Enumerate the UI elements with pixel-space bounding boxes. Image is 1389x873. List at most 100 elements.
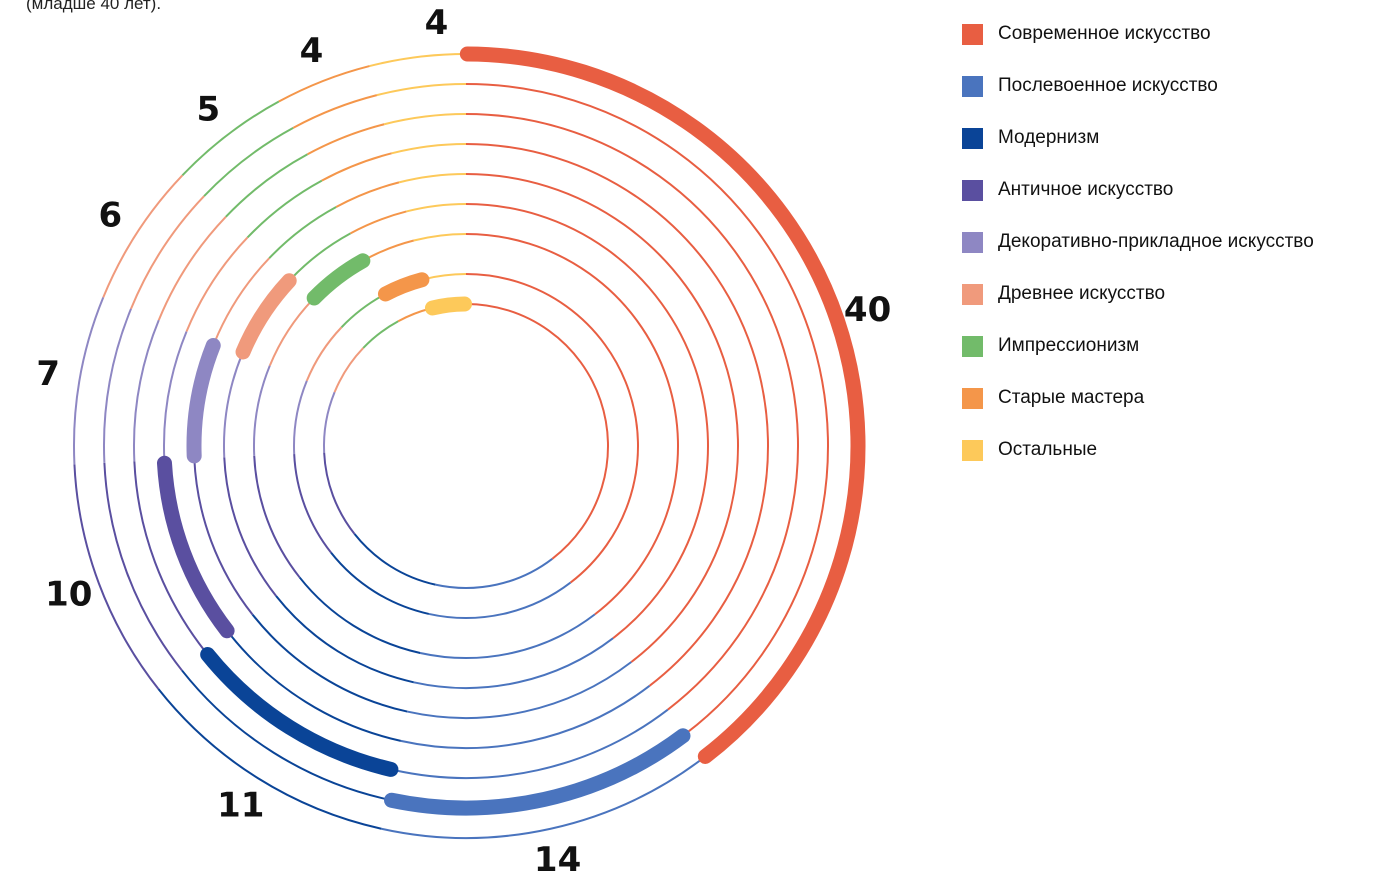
legend-item: Модернизм <box>962 112 1314 164</box>
ring-9-segment-6 <box>333 347 365 393</box>
chart-value-labels: 40 14 11 10 7 6 5 4 4 <box>36 3 891 873</box>
ring-6-segment-5 <box>222 353 243 458</box>
ring-6-segment-9 <box>406 203 467 213</box>
ring-6-segment-3 <box>275 595 414 684</box>
legend-swatch <box>962 127 983 149</box>
ring-4-segment-5 <box>163 331 188 461</box>
legend-label: Современное искусство <box>998 23 1211 44</box>
ring-7-segment-2 <box>419 613 596 659</box>
ring-5-segment-9 <box>398 173 467 184</box>
value-label-series-3: 11 <box>217 785 264 825</box>
chart-bars <box>156 46 866 816</box>
bar-series-6 <box>235 273 297 360</box>
radial-chart: 40 14 11 10 7 6 5 4 4 <box>36 3 891 873</box>
ring-6-segment-8 <box>349 210 407 235</box>
ring-1-segment-6 <box>102 174 184 298</box>
legend-label: Модернизм <box>998 127 1100 148</box>
ring-9-segment-3 <box>353 533 436 586</box>
ring-8-segment-9 <box>423 273 467 281</box>
ring-2-segment-5 <box>102 308 132 463</box>
ring-1-segment-8 <box>278 65 370 103</box>
bar-series-3 <box>200 647 399 777</box>
bar-series-7 <box>306 253 371 306</box>
ring-2-segment-6 <box>130 195 205 310</box>
legend-label: Старые мастера <box>998 387 1145 408</box>
ring-8-segment-7 <box>340 293 385 328</box>
ring-1-segment-4 <box>73 464 160 690</box>
ring-7-segment-4 <box>253 455 301 579</box>
ring-7-segment-1 <box>465 233 679 616</box>
ring-4-segment-6 <box>185 236 249 332</box>
legend-swatch <box>962 23 983 45</box>
ring-4-segment-2 <box>400 685 651 749</box>
legend-item: Импрессионизм <box>962 320 1314 372</box>
value-label-series-4: 10 <box>45 575 92 615</box>
legend-label: Послевоенное искусство <box>998 75 1218 96</box>
bar-series-4 <box>156 455 235 639</box>
ring-8-segment-5 <box>293 380 308 455</box>
ring-1-segment-5 <box>73 297 105 465</box>
ring-4-segment-9 <box>391 143 467 155</box>
ring-6-segment-2 <box>413 637 614 689</box>
ring-8-segment-1 <box>465 273 639 584</box>
legend-swatch <box>962 231 983 253</box>
legend-label: Остальные <box>998 439 1098 460</box>
legend-item: Современное искусство <box>962 8 1314 60</box>
legend-swatch <box>962 387 983 409</box>
ring-5-segment-1 <box>465 173 739 663</box>
legend-label: Декоративно-прикладное искусство <box>998 231 1314 252</box>
ring-8-segment-2 <box>428 581 572 619</box>
value-label-series-8: 4 <box>300 31 324 71</box>
ring-3-segment-4 <box>133 461 207 653</box>
legend: Современное искусство Послевоенное искусс… <box>962 8 1314 476</box>
ring-1-segment-3 <box>157 688 382 830</box>
ring-5-segment-7 <box>268 206 337 259</box>
ring-3-segment-9 <box>383 113 467 126</box>
legend-item: Древнее искусство <box>962 268 1314 320</box>
value-label-series-1: 40 <box>844 290 891 330</box>
bar-series-9 <box>424 296 473 316</box>
value-label-series-7: 5 <box>196 89 220 129</box>
ring-9-segment-7 <box>362 320 399 349</box>
ring-2-segment-8 <box>292 94 378 129</box>
ring-5-segment-2 <box>407 661 632 719</box>
value-label-series-5: 7 <box>36 354 60 394</box>
ring-1-segment-7 <box>181 100 280 177</box>
ring-4-segment-7 <box>246 179 323 239</box>
legend-item: Декоративно-прикладное искусство <box>962 216 1314 268</box>
ring-2-segment-1 <box>465 83 830 735</box>
bar-series-1 <box>459 46 866 764</box>
ring-2-segment-4 <box>103 462 183 672</box>
ring-7-segment-5 <box>253 365 271 456</box>
ring-8-segment-4 <box>293 453 332 554</box>
ring-3-segment-6 <box>157 216 227 321</box>
legend-item: Послевоенное искусство <box>962 60 1314 112</box>
ring-5-segment-3 <box>251 614 408 713</box>
bar-series-8 <box>377 272 430 302</box>
legend-label: Античное искусство <box>998 179 1174 200</box>
ring-9-segment-1 <box>465 303 609 560</box>
ring-4-segment-8 <box>321 152 392 182</box>
ring-9-segment-4 <box>323 452 356 535</box>
legend-item: Остальные <box>962 424 1314 476</box>
legend-swatch <box>962 179 983 201</box>
legend-swatch <box>962 75 983 97</box>
legend-item: Античное искусство <box>962 164 1314 216</box>
bar-series-2 <box>384 728 691 816</box>
ring-1-segment-9 <box>369 53 467 68</box>
legend-swatch <box>962 439 983 461</box>
legend-label: Древнее искусство <box>998 283 1166 304</box>
value-label-series-6: 6 <box>98 195 122 235</box>
ring-4-segment-1 <box>465 143 769 687</box>
ring-5-segment-6 <box>213 257 270 344</box>
ring-9-segment-2 <box>435 557 553 589</box>
chart-caption: (младше 40 лет). <box>26 0 162 13</box>
ring-5-segment-4 <box>193 458 254 616</box>
ring-1-segment-2 <box>381 756 705 839</box>
ring-3-segment-8 <box>307 123 385 156</box>
ring-7-segment-6 <box>268 298 314 367</box>
ring-2-segment-3 <box>181 669 389 801</box>
legend-item: Старые мастера <box>962 372 1314 424</box>
ring-7-segment-9 <box>413 233 467 242</box>
bar-series-5 <box>186 338 221 464</box>
